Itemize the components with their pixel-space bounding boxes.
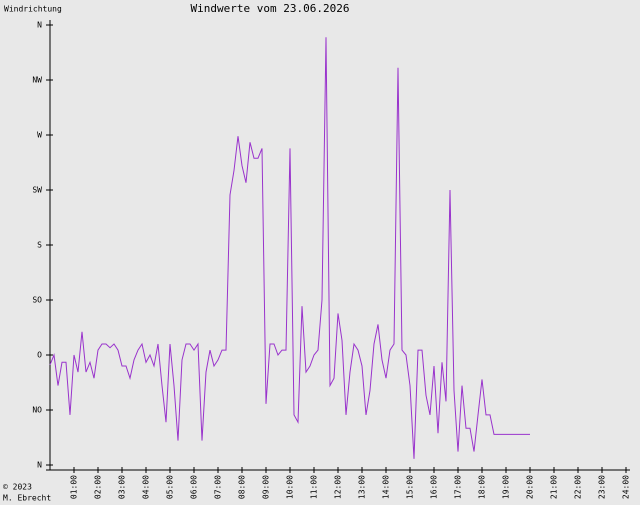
- x-tick-label: 04:00: [142, 475, 151, 499]
- x-tick-label: 16:00: [430, 475, 439, 499]
- x-tick-label: 09:00: [262, 475, 271, 499]
- credit: M. Ebrecht: [3, 494, 51, 503]
- y-tick-label: W: [37, 131, 42, 140]
- x-tick-label: 07:00: [214, 475, 223, 499]
- y-axis-title: Windrichtung: [4, 5, 62, 14]
- y-tick-label: NW: [32, 76, 42, 85]
- data-line: [49, 37, 530, 459]
- y-tick-label: N: [37, 461, 42, 470]
- x-tick-label: 01:00: [70, 475, 79, 499]
- x-tick-label: 10:00: [286, 475, 295, 499]
- x-tick-label: 03:00: [118, 475, 127, 499]
- x-tick-label: 12:00: [334, 475, 343, 499]
- x-tick-label: 15:00: [406, 475, 415, 499]
- x-tick-label: 02:00: [94, 475, 103, 499]
- x-tick-label: 21:00: [550, 475, 559, 499]
- y-tick-label: SO: [32, 296, 42, 305]
- x-tick-label: 06:00: [190, 475, 199, 499]
- x-tick-label: 19:00: [502, 475, 511, 499]
- chart-title: Windwerte vom 23.06.2026: [191, 2, 350, 15]
- x-tick-label: 11:00: [310, 475, 319, 499]
- x-tick-label: 18:00: [478, 475, 487, 499]
- x-tick-label: 08:00: [238, 475, 247, 499]
- x-tick-label: 23:00: [598, 475, 607, 499]
- x-tick-label: 22:00: [574, 475, 583, 499]
- x-tick-label: 14:00: [382, 475, 391, 499]
- x-tick-label: 13:00: [358, 475, 367, 499]
- credit: © 2023: [3, 483, 32, 492]
- y-tick-label: O: [37, 351, 42, 360]
- x-tick-label: 24:00: [622, 475, 631, 499]
- x-tick-label: 05:00: [166, 475, 175, 499]
- y-tick-label: NO: [32, 406, 42, 415]
- x-tick-label: 20:00: [526, 475, 535, 499]
- x-tick-label: 17:00: [454, 475, 463, 499]
- y-tick-label: N: [37, 21, 42, 30]
- y-tick-label: S: [37, 241, 42, 250]
- y-tick-label: SW: [32, 186, 42, 195]
